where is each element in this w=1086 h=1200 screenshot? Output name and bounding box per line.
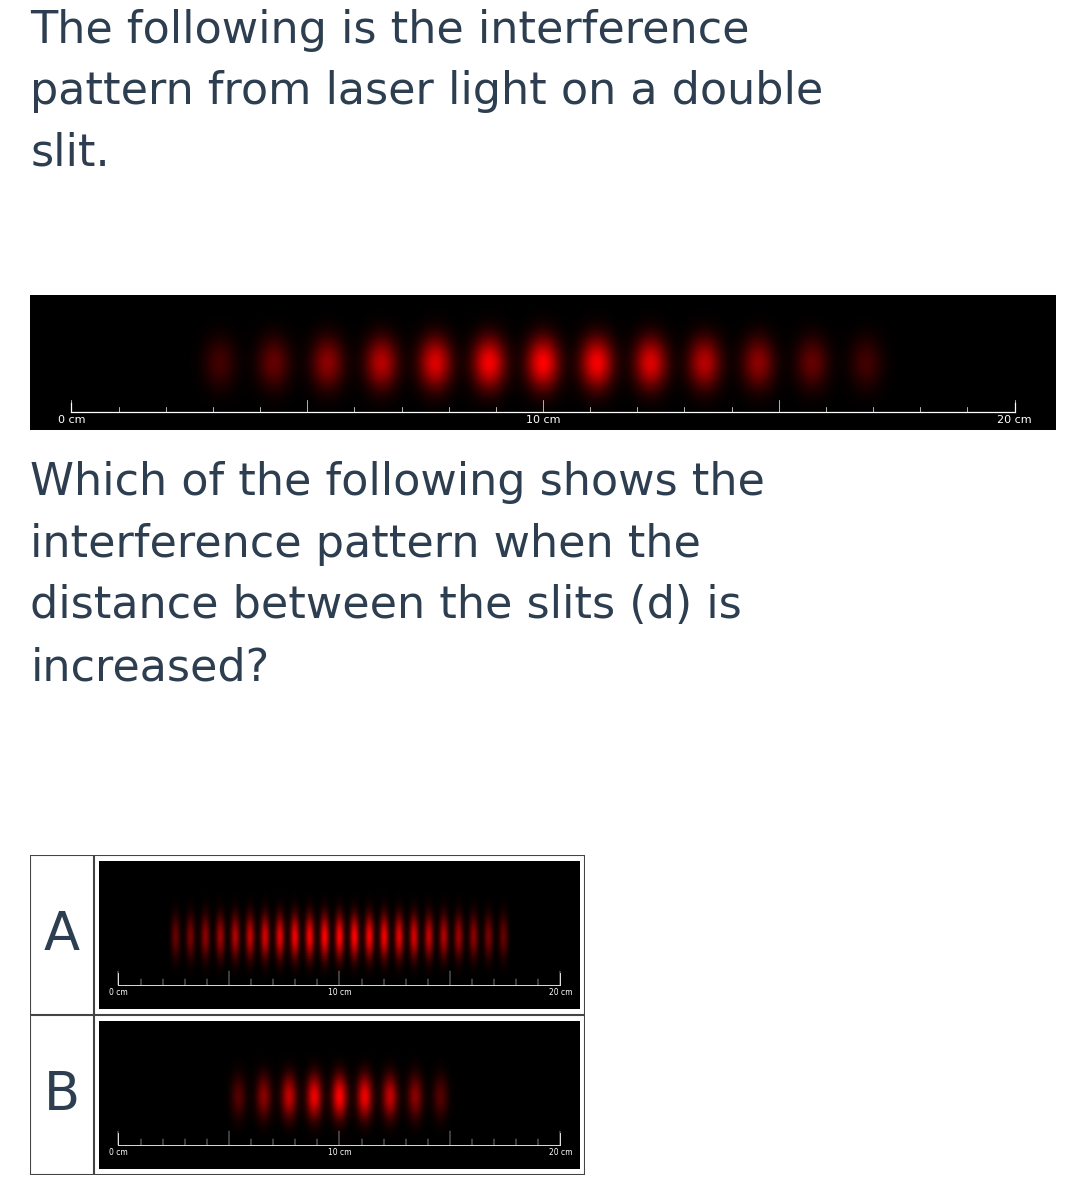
Text: 10 cm: 10 cm (328, 989, 351, 997)
Text: 20 cm: 20 cm (548, 1148, 572, 1157)
Text: 20 cm: 20 cm (548, 989, 572, 997)
Text: 10 cm: 10 cm (526, 415, 560, 425)
Text: 0 cm: 0 cm (58, 415, 85, 425)
Text: A: A (43, 910, 80, 961)
Text: Which of the following shows the
interference pattern when the
distance between : Which of the following shows the interfe… (30, 461, 766, 689)
Text: 20 cm: 20 cm (997, 415, 1032, 425)
Text: The following is the interference
pattern from laser light on a double
slit.: The following is the interference patter… (30, 8, 823, 175)
Text: 10 cm: 10 cm (328, 1148, 351, 1157)
Text: 0 cm: 0 cm (109, 989, 128, 997)
Text: B: B (43, 1069, 80, 1121)
Text: 0 cm: 0 cm (109, 1148, 128, 1157)
